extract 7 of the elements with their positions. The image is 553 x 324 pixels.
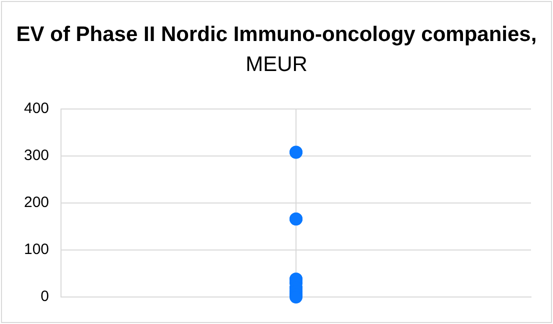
y-tick-label: 100: [24, 241, 50, 258]
chart-subtitle: MEUR: [246, 53, 308, 76]
y-tick-label: 200: [24, 194, 50, 212]
y-tick-label: 300: [24, 147, 50, 164]
y-tick-label: 400: [24, 100, 50, 118]
chart-title: EV of Phase II Nordic Immuno-oncology companies,: [16, 23, 537, 46]
y-tick-label: 0: [40, 288, 50, 306]
